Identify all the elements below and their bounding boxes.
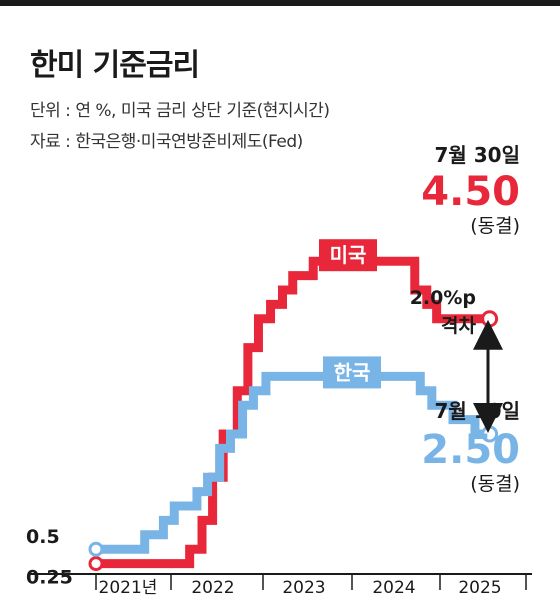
series-start-marker	[88, 556, 104, 572]
unit-note: 단위 : 연 %, 미국 금리 상단 기준(현지시간)	[30, 101, 330, 121]
series-name-tag: 미국	[330, 243, 367, 267]
x-tick-label: 2025	[458, 578, 501, 598]
top-rule	[0, 0, 560, 6]
gap-label-text: 격차	[441, 315, 476, 337]
series-line-korea	[96, 371, 490, 554]
series-start-marker	[88, 541, 104, 557]
korea-end-status-label: (동결)	[470, 473, 520, 495]
korea-end-date-label: 7월 10일	[434, 399, 520, 423]
chart-title: 한미 기준금리	[30, 48, 200, 83]
series-tag-box	[319, 239, 377, 272]
series-line-us	[96, 256, 490, 569]
series-end-marker	[481, 310, 499, 328]
x-tick-label: 2021년	[99, 578, 158, 598]
source-note: 자료 : 한국은행·미국연방준비제도(Fed)	[30, 132, 303, 152]
x-tick-label: 2022	[191, 578, 234, 598]
us-end-status-label: (동결)	[470, 215, 520, 237]
y-tick-label-0.5: 0.5	[26, 526, 60, 548]
x-tick-label: 2024	[372, 578, 415, 598]
x-tick-label: 2023	[282, 578, 325, 598]
series-name-tag: 한국	[334, 360, 371, 384]
y-tick-label-0.25: 0.25	[26, 567, 73, 589]
us-end-value-label: 4.50	[421, 169, 520, 215]
us-end-date-label: 7월 30일	[434, 143, 520, 167]
gap-label-value: 2.0%p	[410, 287, 476, 309]
series-tag-box	[323, 356, 381, 389]
korea-end-value-label: 2.50	[421, 427, 520, 473]
